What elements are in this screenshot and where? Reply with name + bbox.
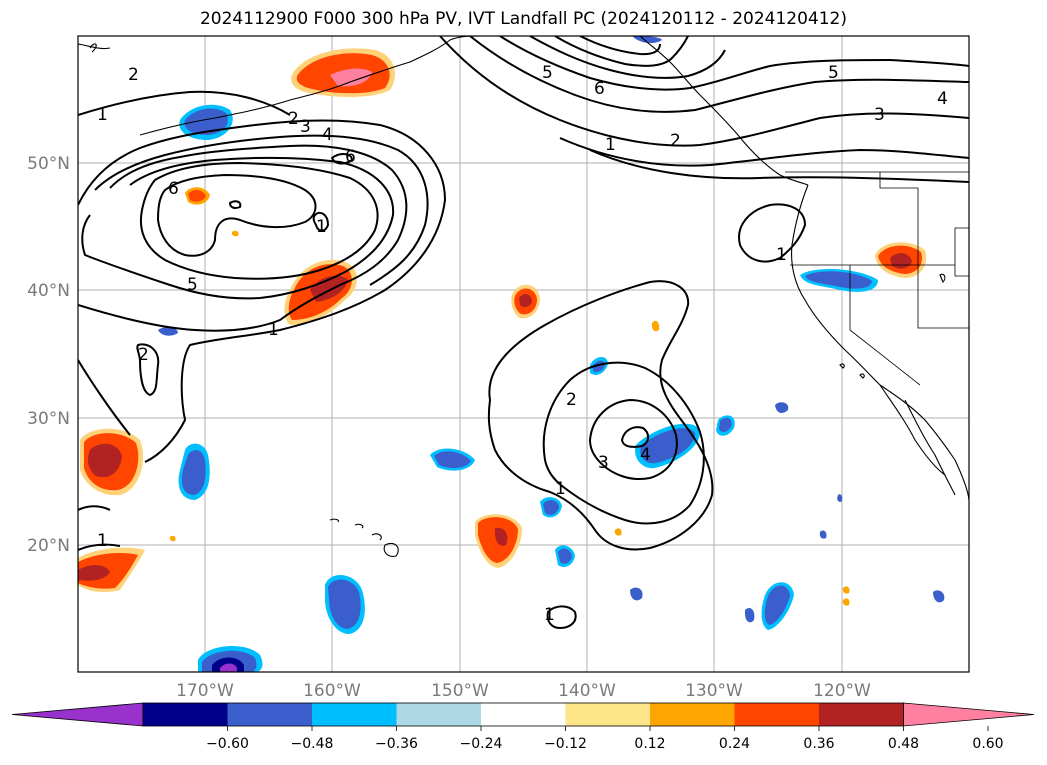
pv-shading — [78, 36, 945, 672]
lat-label: 40°N — [27, 281, 70, 301]
contour-label: 4 — [322, 125, 333, 145]
colorbar: −0.60 −0.48 −0.36 −0.24 −0.12 0.12 0.24 0.36 0.4… — [11, 702, 1035, 752]
contour-label: 3 — [598, 453, 609, 473]
colorbar-tick-label: 0.36 — [803, 736, 834, 752]
colorbar-tick-label: −0.24 — [460, 736, 503, 752]
lat-label: 20°N — [27, 536, 70, 556]
lon-label: 160°W — [303, 681, 361, 701]
colorbar-min-extension — [11, 702, 144, 727]
contour-label: 5 — [828, 63, 839, 83]
contour-label: 2 — [566, 390, 577, 410]
contour-label: 5 — [187, 275, 198, 295]
colorbar-bin — [396, 703, 482, 726]
colorbar-bin — [819, 703, 904, 726]
contour-label: 1 — [776, 245, 787, 265]
colorbar-bin — [650, 703, 735, 726]
contour-label: 1 — [97, 105, 108, 125]
contour-label: 3 — [874, 105, 885, 125]
contour-label: 2 — [670, 131, 681, 151]
lon-label: 150°W — [431, 681, 489, 701]
ivt-contours — [78, 36, 969, 630]
colorbar-bin — [481, 703, 566, 726]
colorbar-tick-label: −0.60 — [206, 736, 249, 752]
lat-label: 50°N — [27, 154, 70, 174]
colorbar-bin — [143, 703, 228, 726]
colorbar-tick-label: −0.12 — [544, 736, 587, 752]
map-frame — [77, 35, 970, 673]
coastlines — [78, 36, 969, 557]
contour-label: 1 — [544, 605, 555, 625]
colorbar-bin — [227, 703, 313, 726]
longitude-labels: 170°W 160°W 150°W 140°W 130°W 120°W — [176, 681, 871, 701]
contour-label: 1 — [268, 320, 279, 340]
colorbar-tick-label: 0.12 — [634, 736, 665, 752]
contour-label: 5 — [542, 63, 553, 83]
colorbar-tick-label: 0.60 — [972, 736, 1003, 752]
colorbar-bin — [734, 703, 820, 726]
lon-label: 140°W — [558, 681, 616, 701]
colorbar-tick-label: −0.36 — [375, 736, 418, 752]
colorbar-tick-label: 0.48 — [888, 736, 919, 752]
contour-label: 6 — [168, 179, 179, 199]
colorbar-outline — [142, 702, 904, 727]
colorbar-tick-label: 0.24 — [719, 736, 750, 752]
lon-label: 170°W — [176, 681, 234, 701]
contour-label: 4 — [937, 89, 948, 109]
colorbar-tick-label: −0.48 — [291, 736, 334, 752]
contour-label: 2 — [138, 345, 149, 365]
colorbar-bin — [565, 703, 651, 726]
colorbar-bin — [312, 703, 397, 726]
contour-label: 6 — [345, 147, 356, 167]
contour-label: 1 — [555, 479, 566, 499]
latitude-labels: 50°N 40°N 30°N 20°N — [27, 154, 70, 556]
contour-label: 3 — [300, 117, 311, 137]
contour-label: 1 — [316, 217, 327, 237]
contour-label: 2 — [288, 109, 299, 129]
map-title: 2024112900 F000 300 hPa PV, IVT Landfall… — [199, 9, 847, 29]
contour-label: 1 — [605, 135, 616, 155]
contour-label: 6 — [594, 79, 605, 99]
lat-label: 30°N — [27, 409, 70, 429]
lon-label: 120°W — [813, 681, 871, 701]
contour-label: 2 — [128, 65, 139, 85]
contour-label: 1 — [97, 531, 108, 551]
lon-label: 130°W — [685, 681, 743, 701]
contour-label: 4 — [640, 445, 651, 465]
colorbar-max-extension — [903, 702, 1035, 727]
contour-labels: 2 1 2 3 4 6 6 5 1 2 1 1 5 6 5 4 3 1 2 1 … — [97, 63, 948, 625]
